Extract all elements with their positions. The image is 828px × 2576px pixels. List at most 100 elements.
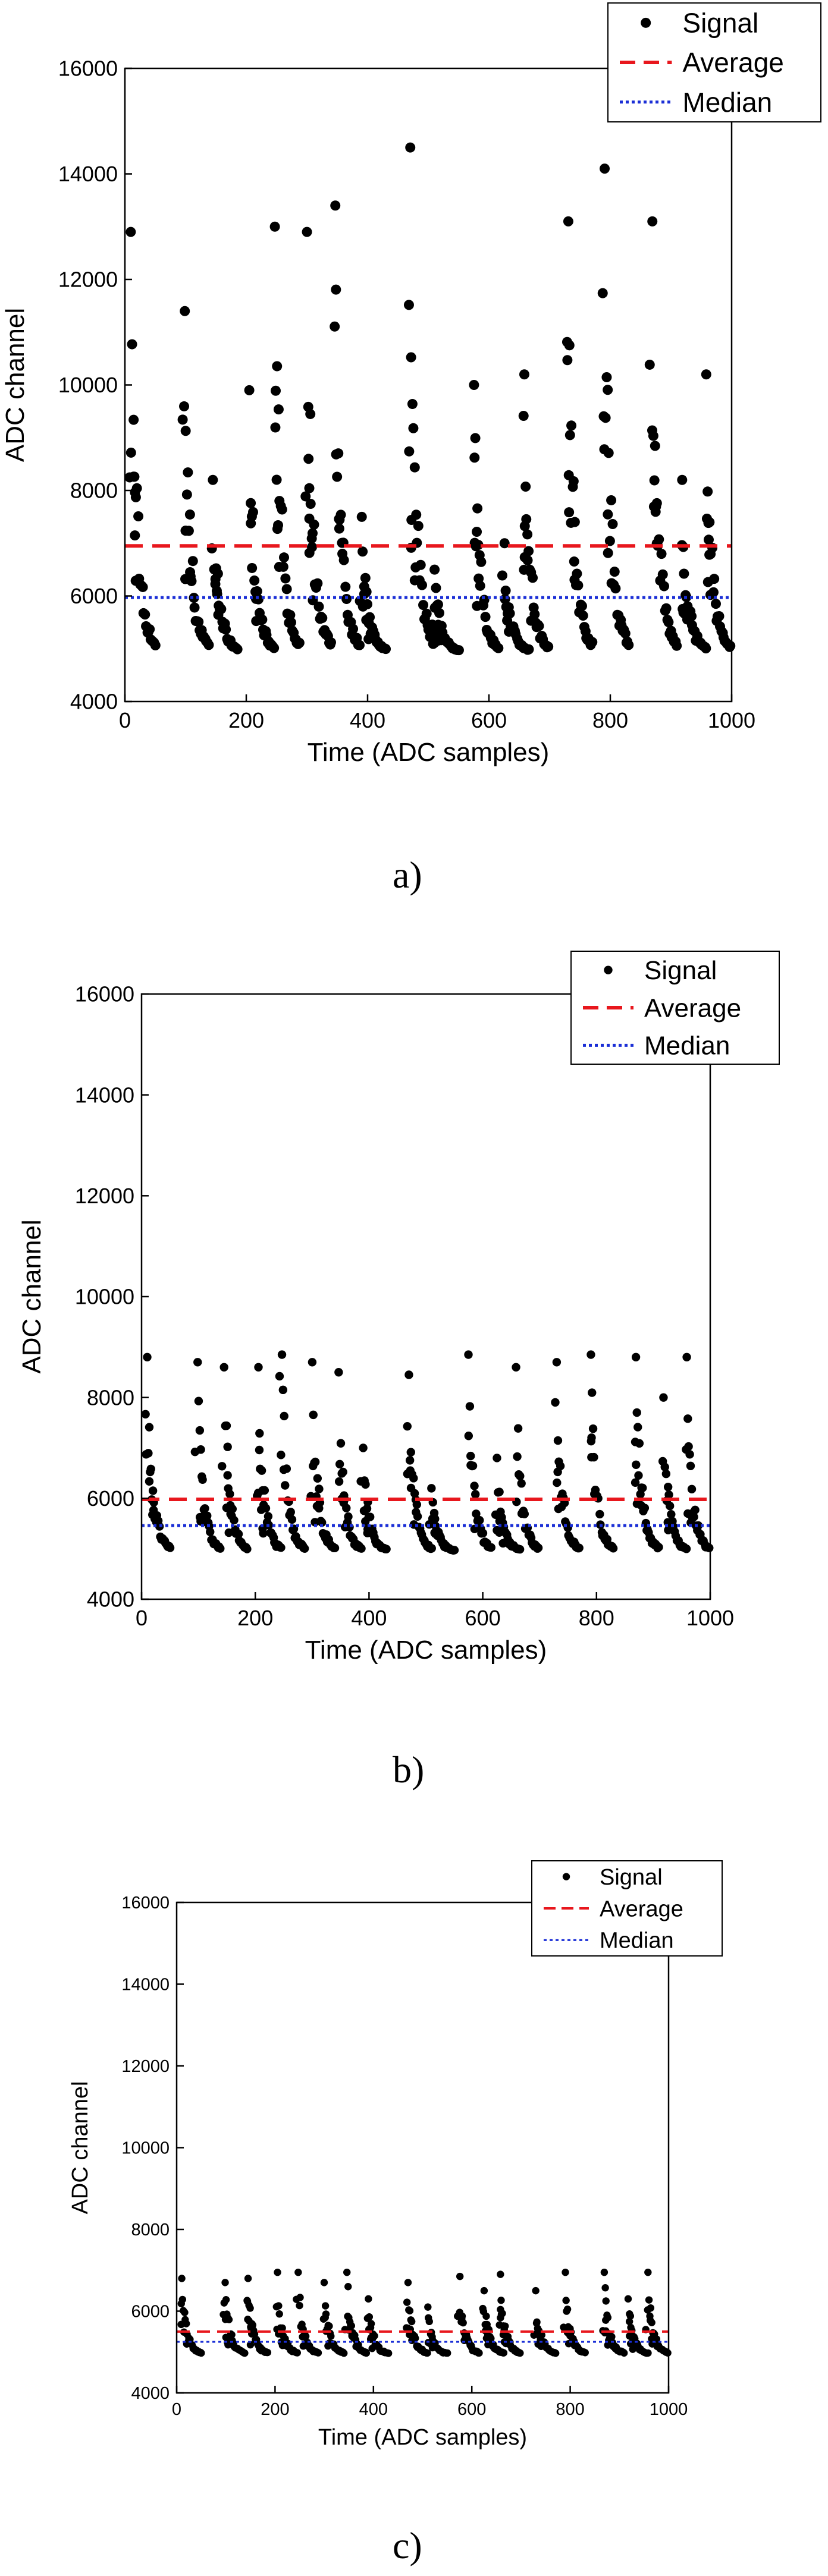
legend-label: Signal (682, 7, 758, 38)
signal-point (221, 624, 231, 635)
signal-point (331, 284, 341, 295)
signal-point (365, 2295, 372, 2303)
signal-point (367, 2320, 375, 2327)
signal-point (203, 1511, 212, 1520)
signal-point (684, 1442, 693, 1451)
signal-point (365, 612, 375, 622)
signal-point (127, 339, 137, 350)
signal-point (478, 1528, 488, 1538)
x-tick-label: 400 (351, 1606, 387, 1630)
y-tick-label: 6000 (87, 1486, 134, 1511)
signal-point (444, 2349, 451, 2357)
signal-point (607, 518, 618, 529)
signal-point (634, 1471, 643, 1480)
signal-point (354, 640, 365, 650)
signal-point (195, 1426, 205, 1435)
signal-point (357, 1544, 366, 1553)
signal-point (595, 1509, 604, 1519)
signal-point (515, 1545, 525, 1554)
signal-point (333, 448, 344, 459)
signal-point (640, 1504, 650, 1512)
signal-point (366, 1512, 375, 1521)
signal-point (405, 142, 416, 153)
signal-point (631, 1478, 640, 1487)
signal-point (604, 2314, 612, 2322)
y-axis-label: ADC channel (68, 2081, 93, 2215)
signal-point (243, 2297, 252, 2305)
signal-point (255, 1445, 264, 1455)
signal-point (275, 2310, 283, 2318)
signal-point (598, 411, 609, 422)
signal-point (468, 1461, 478, 1470)
signal-point (216, 1544, 225, 1553)
signal-point (278, 1385, 288, 1395)
signal-point (344, 2283, 352, 2291)
signal-point (635, 1439, 644, 1448)
signal-point (519, 521, 530, 531)
signal-point (148, 1486, 158, 1495)
signal-point (269, 643, 280, 653)
signal-point (293, 2349, 302, 2357)
signal-point (588, 1424, 598, 1433)
signal-point (308, 1358, 317, 1367)
signal-point (327, 2332, 335, 2340)
signal-point (277, 1451, 286, 1460)
signal-point (362, 1504, 372, 1513)
signal-point (597, 288, 608, 298)
signal-point (317, 612, 328, 623)
signal-point (183, 467, 193, 478)
signal-point (543, 641, 554, 652)
signal-point (330, 1543, 340, 1553)
y-tick-label: 10000 (75, 1285, 134, 1309)
x-axis-label: Time (ADC samples) (305, 1635, 547, 1665)
panel-caption-c: c) (393, 2524, 422, 2566)
signal-point (198, 1475, 207, 1484)
signal-point (679, 568, 689, 579)
signal-point (257, 614, 268, 625)
x-tick-label: 400 (350, 708, 385, 732)
signal-point (517, 1479, 526, 1488)
signal-point (472, 503, 483, 514)
signal-point (145, 1477, 154, 1486)
signal-points (141, 1350, 714, 1555)
x-tick-label: 1000 (650, 2400, 688, 2419)
signal-point (241, 2349, 249, 2357)
signal-point (520, 1509, 529, 1518)
signal-point (644, 2349, 652, 2357)
signal-point (133, 511, 144, 521)
signal-point (234, 1530, 243, 1539)
signal-point (620, 2349, 628, 2357)
signal-point (682, 1353, 691, 1361)
signal-point (382, 1545, 391, 1553)
signal-point (307, 528, 318, 539)
signal-point (522, 555, 533, 565)
signal-point (601, 2284, 609, 2292)
signal-point (497, 2310, 506, 2319)
signal-point (466, 1451, 475, 1461)
signal-point (406, 2307, 414, 2315)
signal-point (150, 640, 161, 651)
signal-point (407, 2317, 416, 2326)
signal-point (223, 1442, 232, 1451)
signal-point (277, 1543, 286, 1552)
signal-point (603, 385, 613, 395)
y-tick-label: 4000 (87, 1587, 134, 1612)
x-tick-label: 200 (228, 708, 264, 732)
signal-point (314, 2349, 322, 2357)
signal-point (300, 491, 311, 502)
signal-point (309, 519, 319, 530)
signal-point (500, 2349, 508, 2357)
scatter-chart-b: 0 200 400 600 800 1000 4000 6000 8000 10000 12000 1… (17, 951, 780, 1665)
y-axis-label: ADC channel (17, 1219, 46, 1373)
signal-point (197, 2349, 205, 2357)
y-tick-label: 14000 (75, 1083, 134, 1107)
signal-point (647, 2316, 654, 2325)
signal-point (294, 637, 305, 648)
legend-signal-marker (604, 965, 613, 974)
signal-point (725, 640, 736, 651)
signal-points (124, 142, 736, 656)
signal-point (497, 570, 507, 581)
signal-point (247, 507, 258, 517)
x-tick-label: 200 (237, 1606, 273, 1630)
